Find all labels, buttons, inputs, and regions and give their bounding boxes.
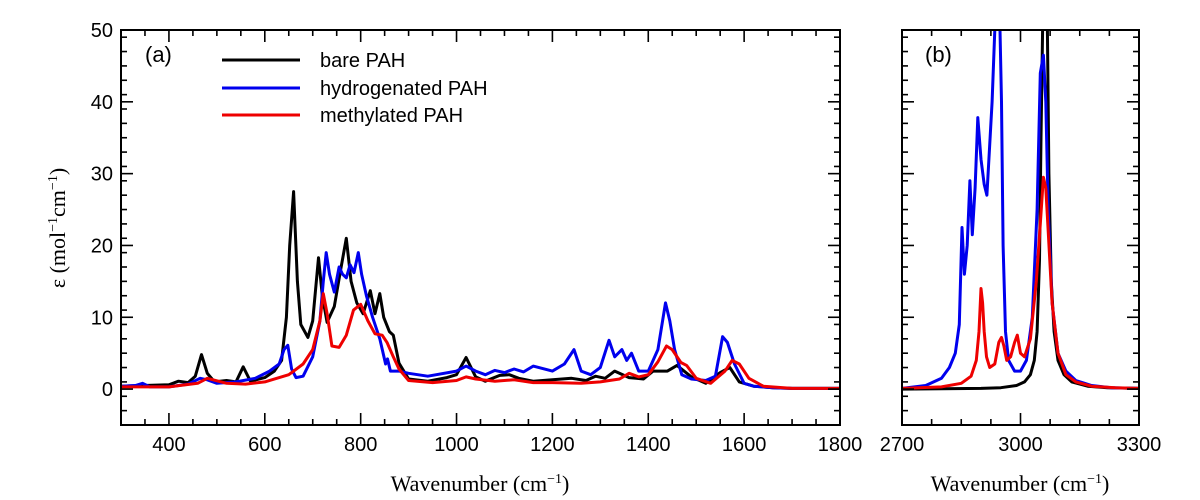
panel-a-series-hydrogenated-pah (121, 251, 840, 390)
y-axis-title-sup1: −1 (46, 217, 61, 232)
panel-a-x-axis-title-main: Wavenumber (cm (391, 471, 547, 496)
panel-a-ticks: 400 600 800 1000 1200 1400 1600 1800 0 10 20 30 40 50 (91, 20, 863, 456)
panel-a-x-axis-title: Wavenumber (cm−1) (391, 471, 570, 496)
y-tick-label: 0 (102, 379, 113, 401)
panel-a-x-tick-label: 600 (248, 434, 281, 456)
y-axis-title-end: ) (45, 168, 70, 175)
panel-a-x-axis-title-sup: −1 (547, 472, 562, 487)
panel-b-ticks: 2700 3000 3300 (880, 29, 1162, 456)
y-axis-title-sup2: −1 (46, 175, 61, 190)
panel-b: 2700 3000 3300 (b) Wavenumber (cm−1) (880, 29, 1162, 496)
panel-a-x-tick-label: 1600 (722, 434, 767, 456)
panel-b-label: (b) (925, 42, 952, 67)
legend-label-bare: bare PAH (320, 50, 405, 72)
panel-a-x-tick-label: 400 (152, 434, 185, 456)
panel-b-x-axis-title-end: ) (1102, 471, 1109, 496)
panel-a-x-tick-label: 1800 (818, 434, 863, 456)
panel-b-x-tick-label: 3300 (1117, 434, 1162, 456)
panel-b-x-tick-label: 2700 (880, 434, 925, 456)
panel-b-x-axis-title-sup: −1 (1087, 472, 1102, 487)
y-tick-label: 20 (91, 235, 113, 257)
panel-a: 400 600 800 1000 1200 1400 1600 1800 0 10 20 30 40 50… (45, 20, 862, 496)
panel-b-x-axis-title-main: Wavenumber (cm (931, 471, 1087, 496)
panel-b-series-methylated-pah (902, 175, 1139, 390)
panel-a-series-methylated-pah (121, 292, 840, 390)
y-axis-title-mid: cm (45, 190, 70, 217)
y-tick-label: 10 (91, 307, 113, 329)
panel-a-x-tick-label: 1000 (434, 434, 479, 456)
panel-b-x-axis-title: Wavenumber (cm−1) (931, 471, 1110, 496)
panel-b-series-hydrogenated-pah (902, 30, 1139, 390)
y-tick-label: 50 (91, 20, 113, 42)
panel-a-series-group (121, 190, 840, 390)
panel-a-x-tick-label: 800 (344, 434, 377, 456)
panel-b-series-group (902, 30, 1139, 391)
y-tick-label: 30 (91, 164, 113, 186)
panel-a-x-axis-title-end: ) (562, 471, 569, 496)
y-tick-label: 40 (91, 92, 113, 114)
panel-a-x-tick-label: 1400 (626, 434, 671, 456)
panel-b-x-tick-label: 3000 (998, 434, 1043, 456)
legend-label-methylated: methylated PAH (320, 105, 463, 127)
panel-a-x-tick-label: 1200 (530, 434, 575, 456)
panel-b-frame (901, 29, 1140, 426)
legend: bare PAH hydrogenated PAH methylated PAH (222, 50, 488, 127)
panel-a-label: (a) (145, 42, 172, 67)
legend-label-hydrogenated: hydrogenated PAH (320, 78, 488, 100)
y-axis-title: ε (mol−1cm−1) (45, 168, 70, 288)
y-axis-title-main: ε (mol (45, 232, 70, 288)
